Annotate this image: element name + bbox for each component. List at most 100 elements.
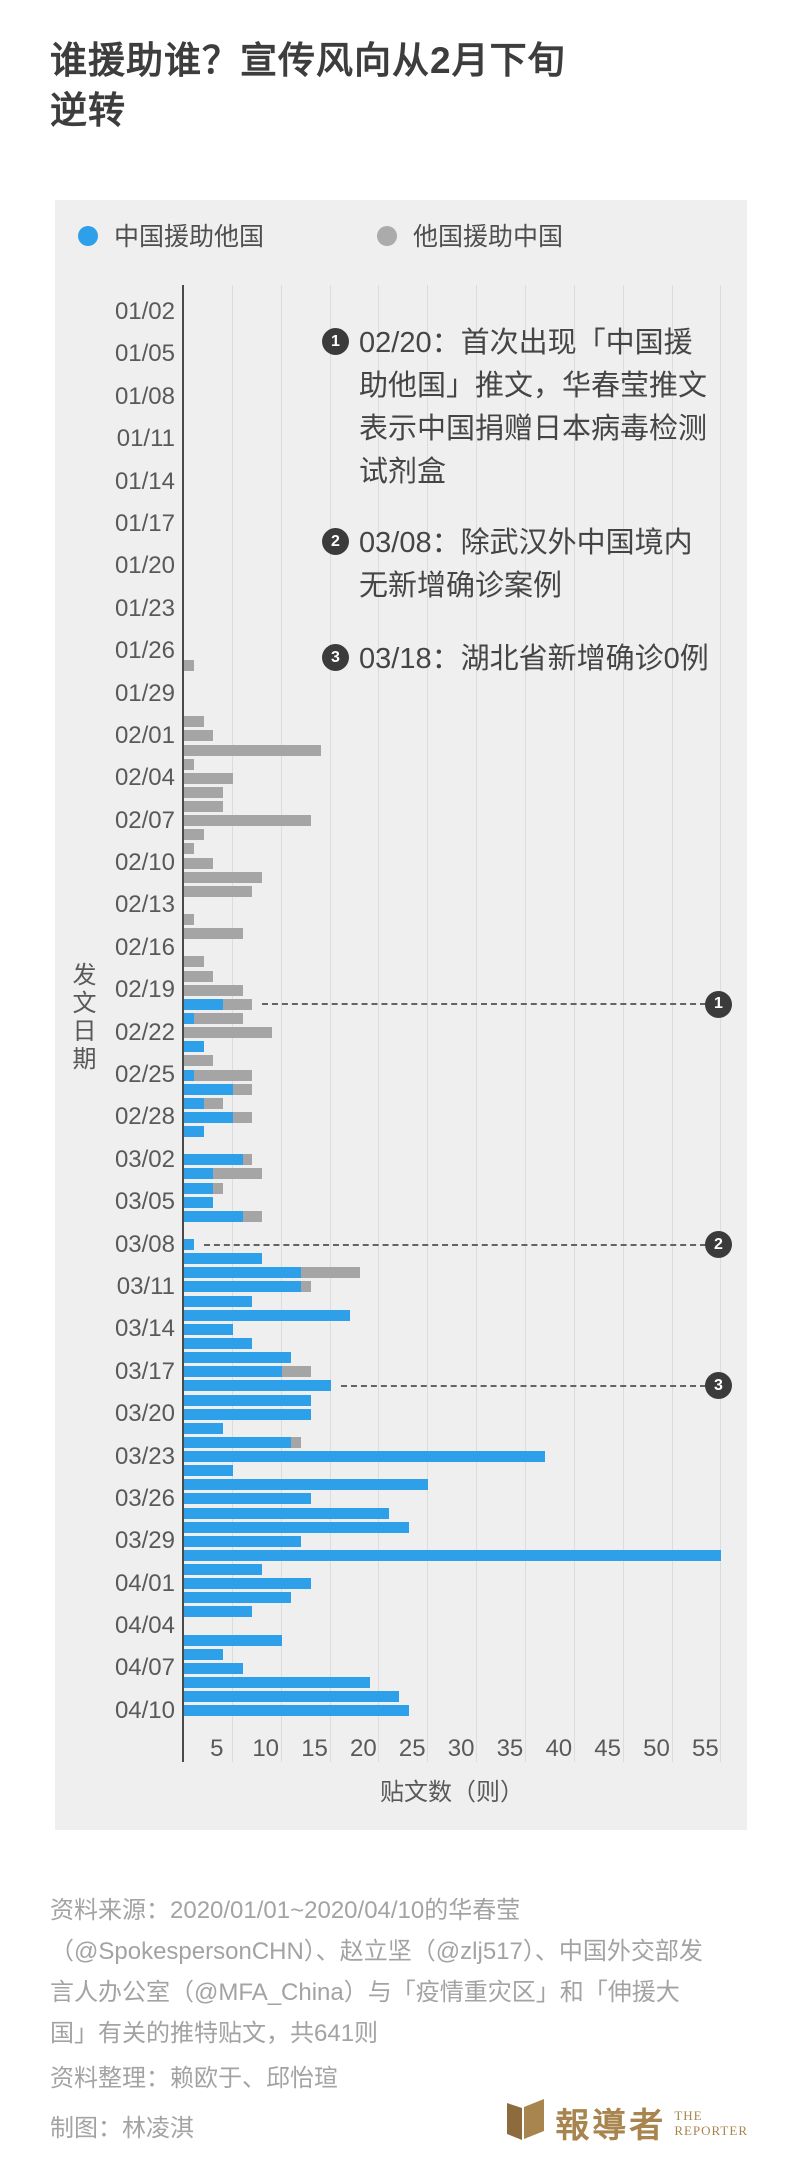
annotation-2-line: 03/08：除武汉外中国境内 [359, 527, 693, 559]
x-axis-tick-label: 55 [691, 1735, 719, 1762]
bar-others-aid-china [184, 843, 194, 855]
bar-others-aid-china [213, 1168, 263, 1180]
bar-china-aids-others [184, 1013, 194, 1024]
bar-others-aid-china [193, 1013, 243, 1024]
bar-others-aid-china [213, 1182, 224, 1194]
bar-china-aids-others [184, 1436, 292, 1448]
y-axis-tick-label: 03/05 [114, 1188, 175, 1216]
bar-china-aids-others [184, 1097, 204, 1109]
y-axis-tick-label: 02/04 [114, 764, 175, 792]
annotation-2-text: 03/08：除武汉外中国境内 无新增确诊案例 [359, 522, 693, 608]
bar-china-aids-others [184, 1295, 253, 1307]
reporter-logo-en-line: REPORTER [674, 2122, 748, 2138]
bar-others-aid-china [184, 1055, 214, 1067]
x-axis-tick-label: 45 [594, 1735, 621, 1762]
footer-credit-data: 资料整理：赖欧于、邱怡瑄 [50, 2065, 338, 2092]
bar-others-aid-china [184, 914, 194, 926]
bar-china-aids-others [184, 1634, 282, 1646]
annotation-1: 1 02/20：首次出现「中国援 助他国」推文，华春莹推文 表示中国捐赠日本病毒… [322, 322, 707, 494]
bar-others-aid-china [184, 928, 243, 940]
y-axis-tick-label: 02/10 [114, 849, 175, 877]
legend-dot-others [377, 226, 397, 246]
bar-china-aids-others [184, 1465, 233, 1477]
gridline [280, 285, 282, 1762]
x-axis-tick-label: 50 [643, 1735, 670, 1762]
bar-china-aids-others [184, 1592, 292, 1604]
x-axis-tick-label: 5 [210, 1735, 224, 1762]
page-title-line1: 谁援助谁？宣传风向从2月下旬 [50, 40, 566, 81]
gridline [378, 285, 380, 1762]
bar-others-aid-china [184, 758, 194, 770]
y-axis-tick-label: 01/20 [114, 552, 175, 580]
bar-others-aid-china [232, 1083, 253, 1095]
reporter-logo-en-line: THE [674, 2107, 703, 2123]
bar-others-aid-china [184, 744, 321, 756]
bar-others-aid-china [203, 1097, 224, 1109]
bar-china-aids-others [184, 1126, 204, 1138]
footer-source: 资料来源：2020/01/01~2020/04/10的华春莹 （@Spokesp… [50, 1890, 750, 2054]
y-axis-title: 发文日期 [68, 962, 95, 1074]
bar-china-aids-others [184, 1239, 194, 1251]
bar-china-aids-others [184, 1451, 546, 1463]
annotation-line-marker: 2 [705, 1231, 732, 1259]
y-axis-tick-label: 02/28 [114, 1103, 175, 1131]
annotation-dashed-line [203, 1243, 706, 1246]
bar-china-aids-others [184, 1281, 302, 1293]
bar-china-aids-others [184, 1323, 233, 1335]
bar-china-aids-others [184, 1111, 233, 1123]
gridline [622, 285, 624, 1762]
gridline [427, 285, 429, 1762]
y-axis-tick-label: 02/16 [114, 933, 175, 961]
gridline [329, 285, 331, 1762]
gridline [720, 285, 722, 1762]
x-axis-tick-label: 25 [398, 1735, 426, 1762]
gridline [476, 285, 478, 1762]
bar-others-aid-china [184, 1027, 272, 1039]
bar-china-aids-others [184, 1041, 204, 1053]
footer-source-line: 资料来源：2020/01/01~2020/04/10的华春莹 [50, 1897, 521, 1924]
y-axis-tick-label: 01/08 [114, 382, 175, 410]
y-axis-tick-label: 02/19 [114, 976, 175, 1004]
bar-others-aid-china [184, 801, 224, 813]
bar-others-aid-china [184, 815, 311, 827]
bar-china-aids-others [184, 1662, 243, 1674]
bar-others-aid-china [184, 730, 214, 742]
annotation-3-marker: 3 [322, 644, 349, 671]
y-axis-tick-label: 03/08 [114, 1230, 175, 1258]
y-axis-tick-label: 01/17 [114, 509, 175, 537]
bar-china-aids-others [184, 1493, 311, 1505]
x-axis-tick-label: 20 [350, 1735, 377, 1762]
annotation-dashed-line [262, 1003, 706, 1006]
bar-others-aid-china [281, 1366, 311, 1378]
bar-china-aids-others [184, 1380, 331, 1392]
footer-source-line: 言人办公室（@MFA_China）与「疫情重灾区」和「伸援大 [50, 1979, 680, 2006]
x-axis-tick-label: 30 [447, 1735, 475, 1762]
y-axis-tick-label: 01/11 [116, 425, 175, 453]
bar-others-aid-china [223, 998, 253, 1010]
annotation-1-line: 表示中国捐赠日本病毒检测 [359, 413, 708, 445]
bar-china-aids-others [184, 1507, 390, 1519]
page-title-line2: 逆转 [50, 90, 126, 131]
bar-others-aid-china [184, 956, 204, 968]
footer-source-line: 国」有关的推特贴文，共641则 [50, 2020, 379, 2047]
bar-others-aid-china [193, 1069, 253, 1081]
annotation-dashed-line [340, 1384, 706, 1387]
y-axis-tick-label: 03/11 [116, 1272, 175, 1300]
x-axis-tick-label: 35 [496, 1735, 524, 1762]
bar-others-aid-china [184, 716, 204, 728]
annotation-1-marker: 1 [322, 328, 349, 355]
x-axis-tick-label: 15 [301, 1735, 328, 1762]
y-axis-tick-label: 04/07 [114, 1654, 175, 1682]
y-axis-tick-label: 01/26 [114, 637, 175, 665]
bar-china-aids-others [184, 1267, 302, 1279]
annotation-2-marker: 2 [322, 528, 349, 555]
bar-china-aids-others [184, 1408, 311, 1420]
y-axis-tick-label: 03/23 [114, 1442, 175, 1470]
bar-others-aid-china [184, 970, 214, 982]
y-axis-tick-label: 03/17 [114, 1357, 175, 1385]
y-axis-tick-label: 01/05 [114, 340, 175, 368]
bar-china-aids-others [184, 1253, 263, 1265]
footer-source-line: （@SpokespersonCHN）、赵立坚（@zlj517）、中国外交部发 [50, 1938, 703, 1965]
page-title: 谁援助谁？宣传风向从2月下旬 逆转 [50, 36, 750, 136]
